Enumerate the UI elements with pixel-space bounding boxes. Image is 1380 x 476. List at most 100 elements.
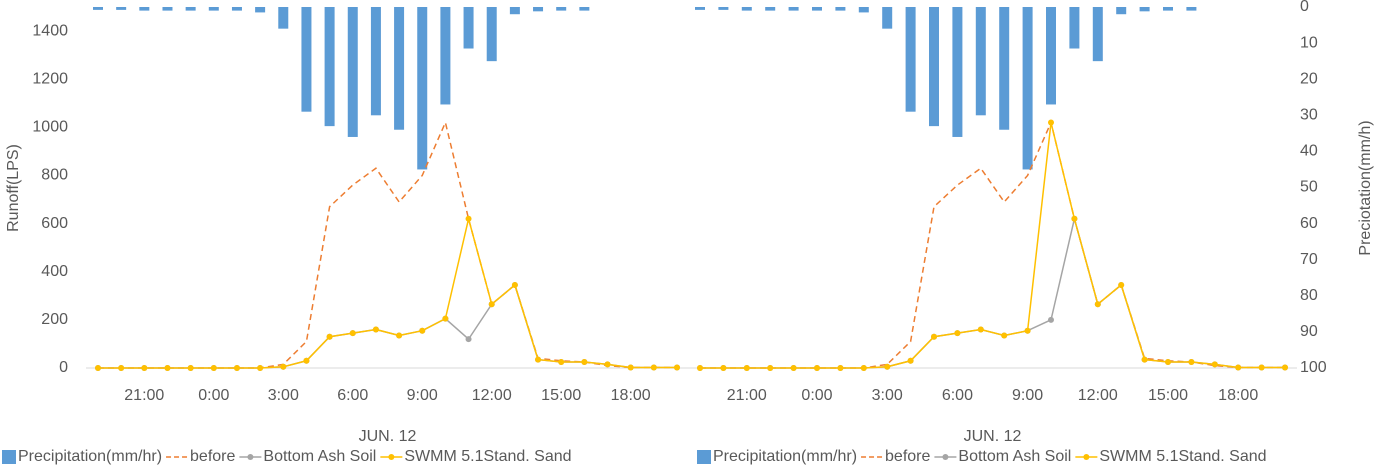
marker xyxy=(1048,119,1054,126)
marker xyxy=(860,365,867,371)
bar xyxy=(347,7,358,137)
y-axis-title: Runoff(LPS) xyxy=(5,144,22,232)
y2-tick-label: 70 xyxy=(1300,251,1318,268)
bar xyxy=(975,7,986,116)
marker xyxy=(280,363,287,370)
marker xyxy=(1188,358,1195,365)
y2-tick-label: 10 xyxy=(1300,34,1318,51)
bar xyxy=(1022,7,1033,170)
bar xyxy=(486,7,497,62)
marker xyxy=(720,365,727,371)
marker xyxy=(396,332,403,339)
marker xyxy=(1258,364,1265,371)
line xyxy=(700,218,1285,369)
legend-label: Precipitation(mm/hr) xyxy=(18,448,162,465)
bar xyxy=(93,7,103,10)
marker xyxy=(1235,364,1242,371)
marker xyxy=(954,330,961,337)
marker xyxy=(558,358,565,365)
marker xyxy=(674,364,680,371)
marker xyxy=(1094,301,1101,308)
bar xyxy=(208,7,219,11)
marker xyxy=(465,336,472,343)
bar xyxy=(1139,7,1150,12)
marker xyxy=(697,365,703,371)
bar xyxy=(579,7,590,11)
x-tick-label: 3:00 xyxy=(872,387,903,404)
bar xyxy=(116,7,127,10)
marker xyxy=(511,281,518,288)
y-tick-label: 400 xyxy=(41,263,68,280)
legend-label: before xyxy=(190,448,235,465)
x-tick-label: 6:00 xyxy=(942,387,973,404)
legend-label: SWMM 5.1Stand. Sand xyxy=(404,448,571,465)
bar xyxy=(858,7,869,13)
y2-tick-label: 80 xyxy=(1300,287,1318,304)
bar xyxy=(1092,7,1103,62)
marker xyxy=(931,333,937,340)
x-tick-label: 9:00 xyxy=(407,387,438,404)
legend-label: Bottom Ash Soil xyxy=(958,448,1071,465)
marker xyxy=(581,358,588,365)
bar xyxy=(741,7,752,11)
y-tick-label: 1400 xyxy=(32,22,68,39)
x-tick-label: 15:00 xyxy=(541,387,581,404)
marker xyxy=(442,315,449,322)
bar xyxy=(139,7,150,11)
x-tick-label: 15:00 xyxy=(1148,387,1188,404)
y2-tick-label: 90 xyxy=(1300,323,1318,340)
line xyxy=(700,120,1285,369)
legend-label: Bottom Ash Soil xyxy=(263,448,376,465)
bar xyxy=(812,7,822,11)
bar xyxy=(463,7,474,49)
bar xyxy=(1046,7,1056,105)
x-tick-label: 18:00 xyxy=(611,387,651,404)
marker xyxy=(1071,215,1078,222)
y-tick-label: 800 xyxy=(41,167,68,184)
marker xyxy=(164,365,171,371)
x-tick-label: 12:00 xyxy=(472,387,512,404)
x-tick-label: 18:00 xyxy=(1218,387,1258,404)
marker xyxy=(187,365,194,371)
marker xyxy=(1165,358,1171,365)
bar xyxy=(952,7,963,137)
y-tick-label: 1200 xyxy=(32,70,68,87)
marker xyxy=(1141,356,1148,363)
marker xyxy=(372,326,379,333)
marker xyxy=(326,333,333,340)
bar xyxy=(394,7,405,130)
bar xyxy=(370,7,381,116)
y2-tick-label: 40 xyxy=(1300,143,1318,160)
line xyxy=(700,122,1285,369)
legend-swatch xyxy=(2,450,16,464)
marker xyxy=(95,365,101,371)
legend-label: Precipitation(mm/hr) xyxy=(713,448,857,465)
y2-tick-label: 100 xyxy=(1300,359,1327,376)
bar xyxy=(1069,7,1080,49)
legend-marker xyxy=(388,454,395,460)
line xyxy=(98,283,677,369)
bar xyxy=(1116,7,1127,15)
bar xyxy=(324,7,335,127)
bar xyxy=(765,7,776,11)
marker xyxy=(233,365,240,371)
bar xyxy=(278,7,289,29)
marker xyxy=(257,365,264,371)
bar xyxy=(556,7,567,11)
bar xyxy=(882,7,893,29)
marker xyxy=(837,365,844,371)
line xyxy=(98,218,677,369)
y-tick-label: 600 xyxy=(41,215,68,232)
bar xyxy=(929,7,939,127)
legend-marker xyxy=(247,454,254,460)
bar xyxy=(255,7,266,13)
legend-marker xyxy=(942,454,949,460)
marker xyxy=(790,365,797,371)
marker xyxy=(141,365,148,371)
bar xyxy=(440,7,451,105)
bar xyxy=(835,7,846,11)
x-tick-label: 0:00 xyxy=(198,387,229,404)
marker xyxy=(1024,327,1031,334)
bar xyxy=(1186,7,1197,11)
marker xyxy=(1211,361,1218,368)
